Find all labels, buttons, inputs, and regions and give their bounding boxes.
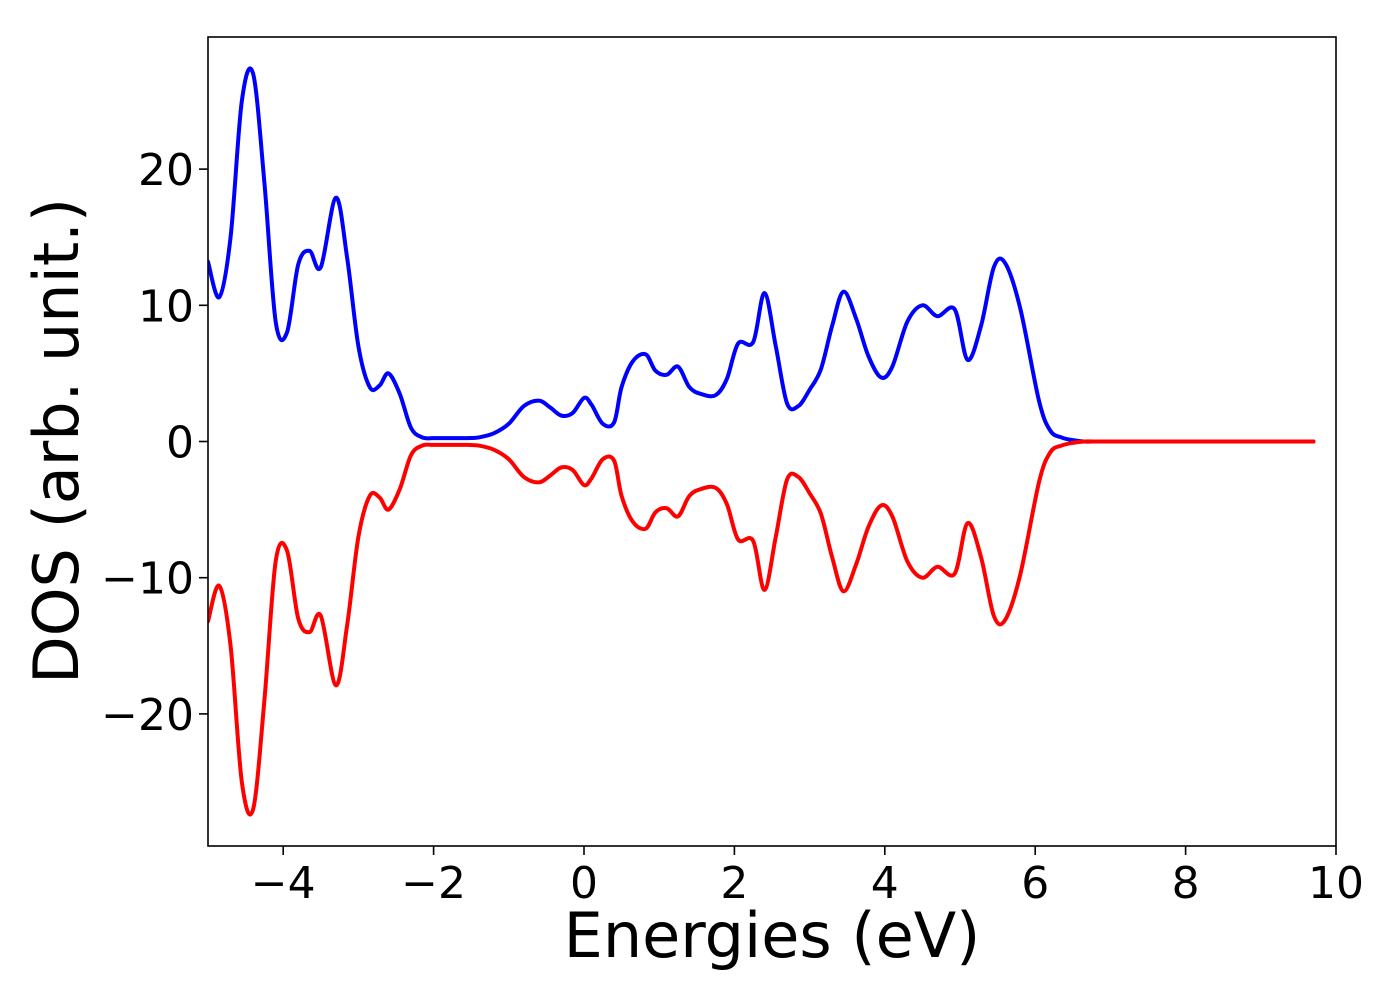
y-tick-label: 20 bbox=[138, 145, 194, 196]
y-axis: −20 −10 0 10 20 bbox=[101, 145, 208, 741]
y-tick-label: −10 bbox=[101, 554, 194, 605]
x-tick-label: 10 bbox=[1308, 858, 1364, 909]
x-tick-label: 6 bbox=[1021, 858, 1049, 909]
series-layer bbox=[208, 66, 1316, 817]
series-line-down bbox=[208, 439, 1316, 817]
x-tick-label: 2 bbox=[720, 858, 748, 909]
x-tick-label: −4 bbox=[251, 858, 316, 909]
x-tick-label: 8 bbox=[1172, 858, 1200, 909]
x-axis: −4 −2 0 2 4 6 8 10 bbox=[251, 846, 1364, 909]
x-tick-label: 4 bbox=[871, 858, 899, 909]
y-tick-label: 10 bbox=[138, 281, 194, 332]
y-axis-title: DOS (arb. unit.) bbox=[20, 198, 93, 684]
y-tick-label: −20 bbox=[101, 690, 194, 741]
x-tick-label: −2 bbox=[401, 858, 466, 909]
y-tick-label: 0 bbox=[166, 418, 194, 469]
x-axis-title: Energies (eV) bbox=[564, 899, 981, 972]
series-line-up bbox=[208, 66, 1316, 444]
x-tick-label: 0 bbox=[570, 858, 598, 909]
